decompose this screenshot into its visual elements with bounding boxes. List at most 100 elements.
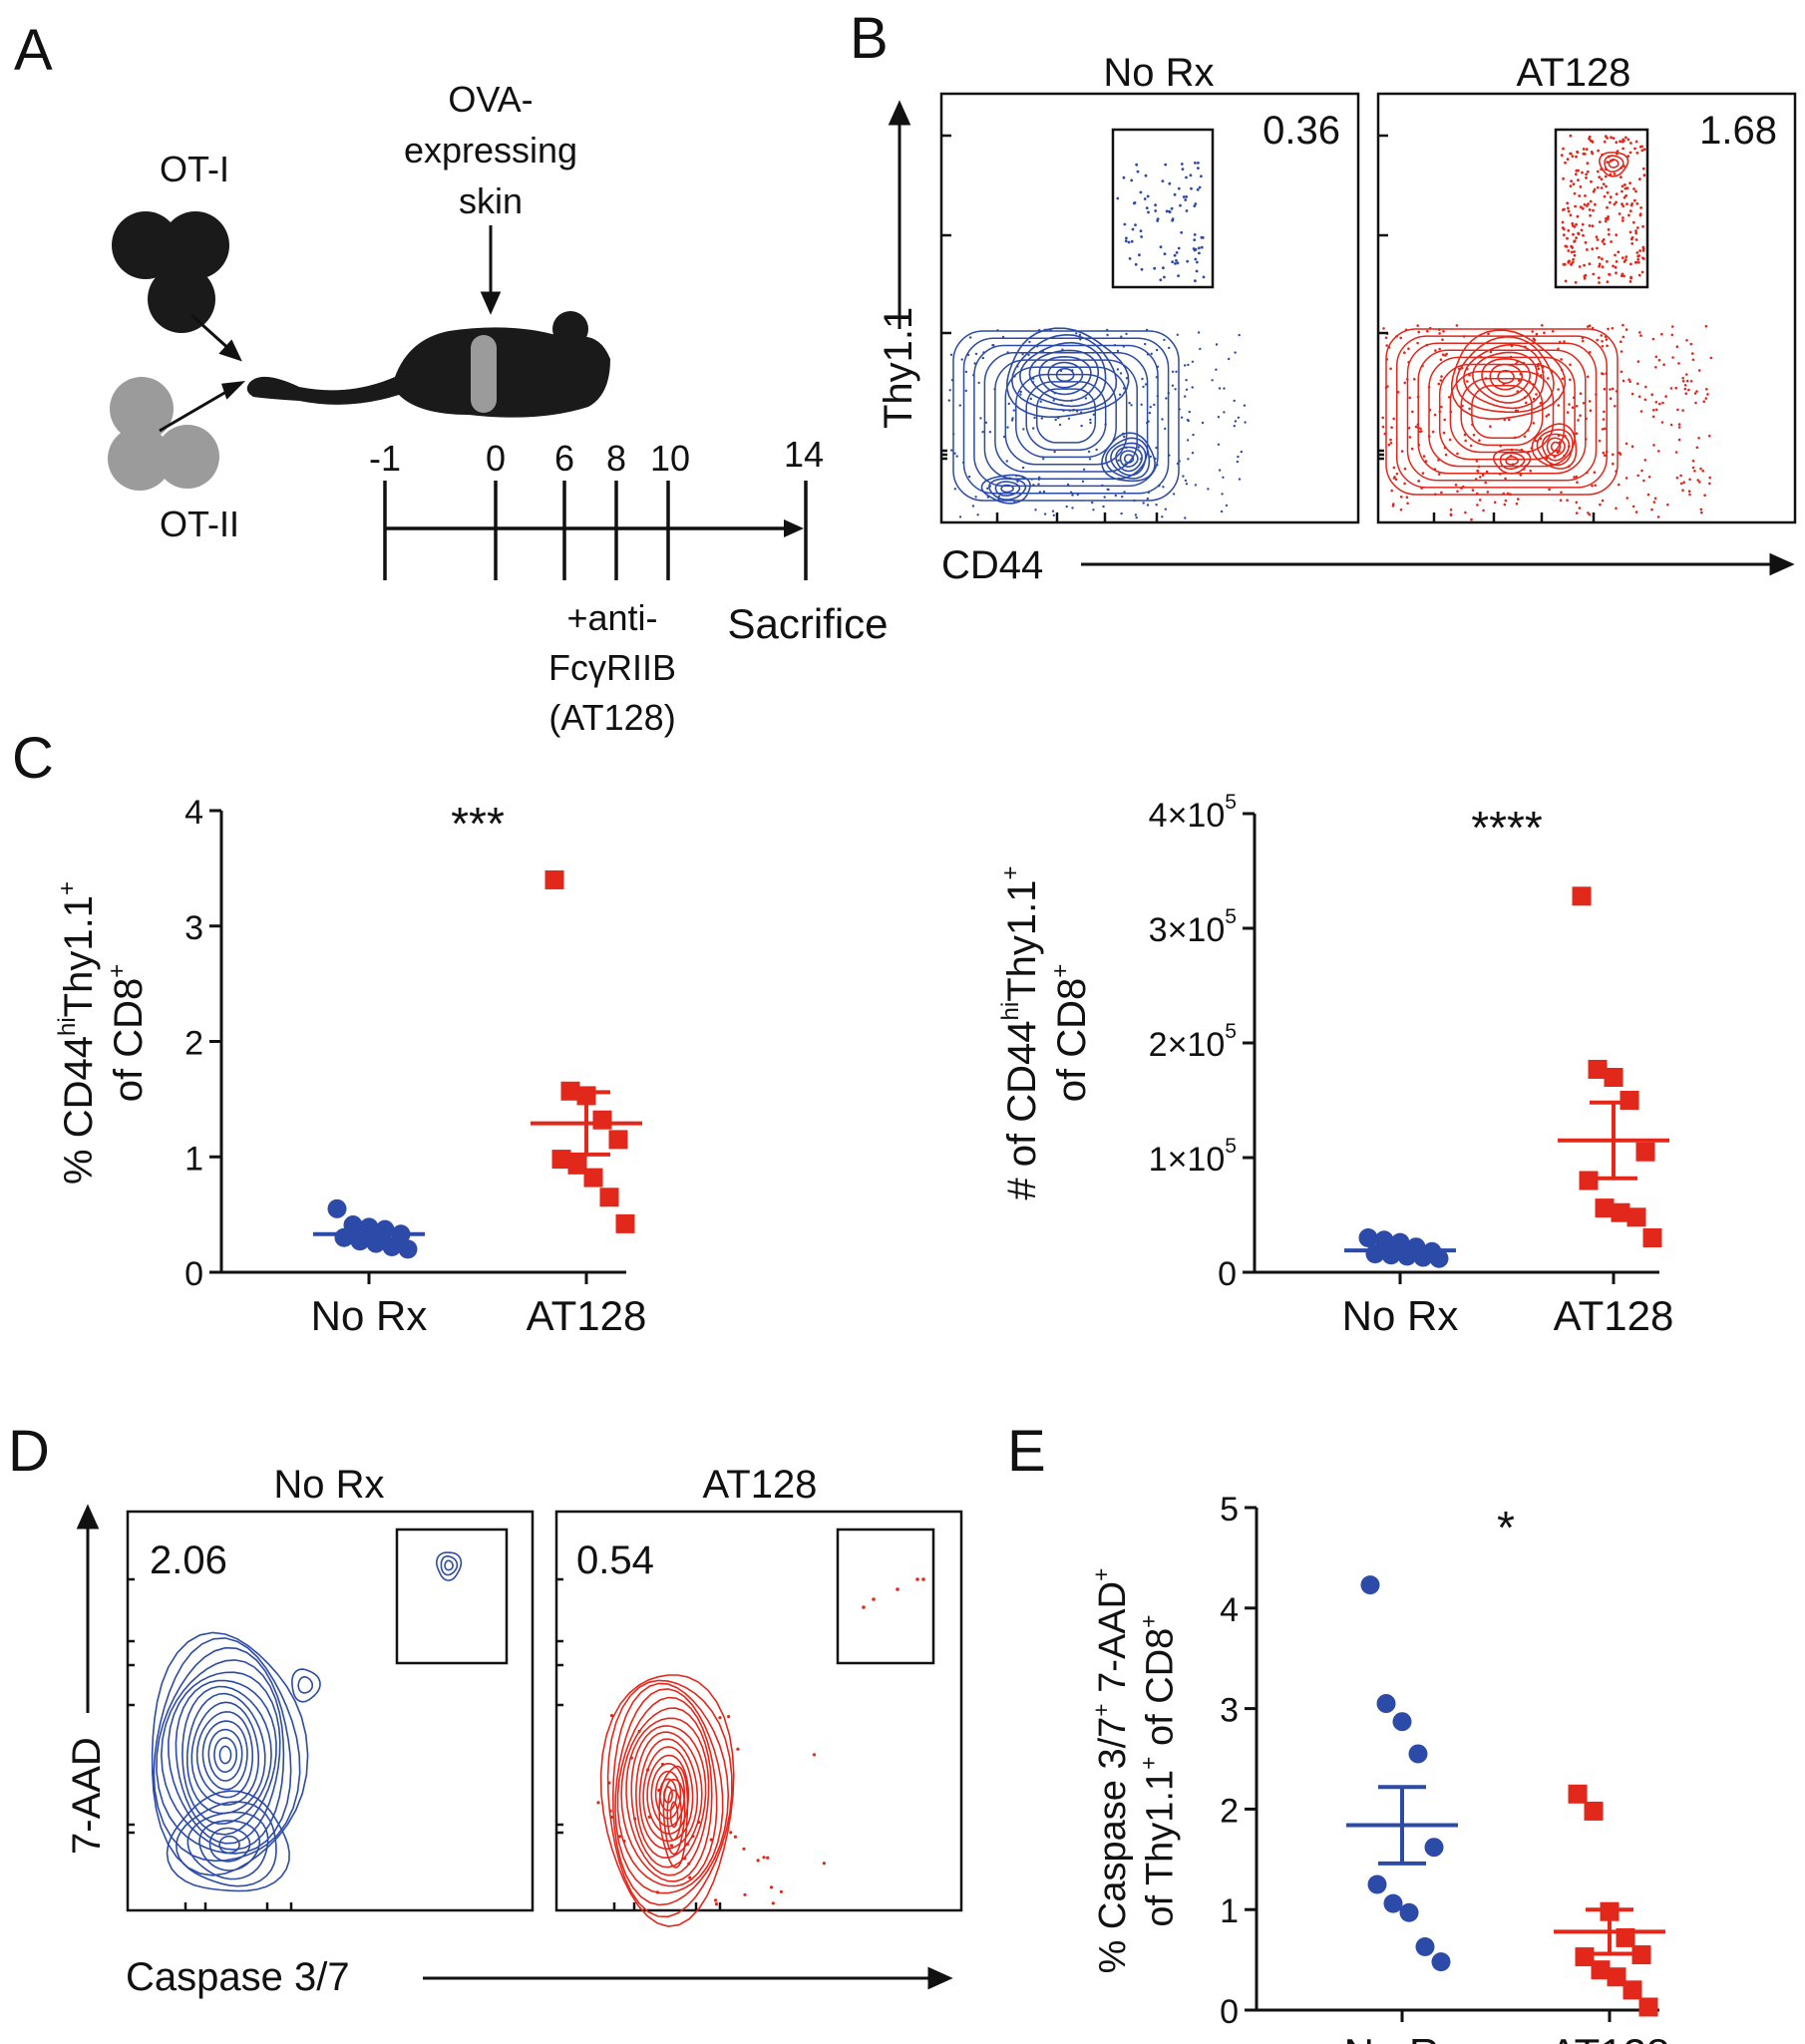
flow-event-dot <box>1149 455 1153 459</box>
flow-event-dot <box>1691 358 1695 362</box>
flow-event-dot <box>1478 499 1482 502</box>
flow-event-dot <box>1675 476 1679 480</box>
flow-event-dot <box>1642 173 1646 177</box>
flow-event-dot <box>1601 340 1604 343</box>
flow-event-dot <box>1612 264 1615 268</box>
flow-event-dot <box>1624 193 1627 197</box>
flow-event-dot <box>1032 427 1035 430</box>
flow-event-dot <box>955 455 958 458</box>
flow-event-dot <box>1176 261 1180 265</box>
flow-event-dot <box>1092 509 1095 511</box>
flow-event-dot <box>1567 206 1570 210</box>
flow-event-dot <box>1640 149 1644 153</box>
flow-event-dot <box>1191 452 1195 455</box>
flow-event-dot <box>1137 446 1141 449</box>
flow-event-dot <box>1568 259 1572 263</box>
flow-event-dot <box>1575 511 1579 514</box>
flow-event-dot <box>1186 439 1190 442</box>
flow-event-dot <box>1573 191 1577 195</box>
flow-event-dot <box>1484 481 1487 485</box>
flow-event-dot <box>1589 409 1593 413</box>
flow-event-dot <box>733 1835 738 1839</box>
flow-event-dot <box>1107 488 1110 492</box>
flow-event-dot <box>1386 385 1389 388</box>
flow-event-dot <box>1651 415 1655 419</box>
flow-event-dot <box>1515 502 1519 506</box>
data-point <box>1360 1575 1380 1595</box>
flow-event-dot <box>1651 409 1655 412</box>
flow-event-dot <box>1652 444 1655 447</box>
panel-b-flow: No Rx AT128 0.36 1.68 Thy1.1 CD44 <box>877 51 1797 587</box>
flow-contour <box>218 1835 240 1855</box>
flow-event-dot <box>1146 194 1150 198</box>
flow-event-dot <box>1625 202 1628 206</box>
flow-event-dot <box>1581 170 1584 174</box>
flow-event-dot <box>1683 387 1687 391</box>
flow-event-dot <box>1598 220 1602 224</box>
flow-event-dot <box>1677 426 1681 429</box>
y-tick-label: 4×105 <box>1149 791 1237 835</box>
flow-event-dot <box>1609 195 1613 199</box>
flow-event-dot <box>1564 161 1567 165</box>
flow-event-dot <box>1666 503 1669 507</box>
flow-event-dot <box>1629 262 1632 266</box>
flow-event-dot <box>1440 405 1443 409</box>
flow-event-dot <box>1622 147 1624 151</box>
flow-event-dot <box>1545 415 1549 418</box>
flow-event-dot <box>976 513 979 516</box>
flow-event-dot <box>1556 451 1560 455</box>
flow-event-dot <box>1601 239 1605 243</box>
flow-event-dot <box>1489 350 1493 354</box>
flow-event-dot <box>1123 222 1127 226</box>
flow-event-dot <box>1582 339 1585 343</box>
y-axis-label-part: + <box>1047 964 1074 978</box>
flow-event-dot <box>1709 356 1713 360</box>
flow-contour <box>625 1717 710 1876</box>
flow-event-dot <box>1589 213 1592 217</box>
flow-event-dot <box>1535 393 1538 396</box>
flow-event-dot <box>1566 499 1569 503</box>
flow-event-dot <box>1171 217 1175 221</box>
flow-event-dot <box>1637 177 1641 181</box>
flow-event-dot <box>1135 163 1139 167</box>
flow-event-dot <box>1470 517 1473 521</box>
flow-event-dot <box>1604 219 1608 223</box>
flow-event-dot <box>1173 192 1177 196</box>
flow-event-dot <box>1606 344 1609 348</box>
data-point <box>1623 1980 1642 2000</box>
flow-event-dot <box>1615 233 1619 237</box>
treatment-label-line3: (AT128) <box>548 697 675 738</box>
flow-event-dot <box>1171 260 1175 264</box>
flow-event-dot <box>1585 148 1589 152</box>
flow-event-dot <box>1193 204 1197 208</box>
flow-event-dot <box>953 452 956 455</box>
flow-contour <box>1499 452 1526 470</box>
flow-event-dot <box>1583 153 1587 156</box>
flow-event-dot <box>1634 189 1637 193</box>
flow-event-dot <box>1106 333 1109 337</box>
y-axis-label-part: + <box>54 881 81 895</box>
flow-event-dot <box>1523 435 1527 439</box>
y-tick-label: 0 <box>184 1255 203 1293</box>
flow-event-dot <box>947 399 950 402</box>
panel-b-x-axis-label: CD44 <box>941 543 1043 587</box>
flow-event-dot <box>1154 209 1158 212</box>
skin-label-line2: expressing <box>404 130 577 170</box>
flow-event-dot <box>1123 491 1126 494</box>
flow-event-dot <box>1647 476 1651 479</box>
flow-event-dot <box>1191 360 1195 363</box>
flow-event-dot <box>1684 392 1688 396</box>
flow-event-dot <box>1657 358 1661 362</box>
flow-event-dot <box>1677 362 1680 365</box>
flow-event-dot <box>1603 140 1607 144</box>
flow-event-dot <box>1624 442 1628 446</box>
flow-event-dot <box>1621 256 1624 259</box>
flow-event-dot <box>1701 469 1704 473</box>
panel-letter-b: B <box>850 6 889 71</box>
flow-event-dot <box>1081 480 1085 483</box>
flow-event-dot <box>1575 236 1578 240</box>
flow-event-dot <box>1087 450 1091 454</box>
flow-event-dot <box>1037 483 1040 486</box>
flow-event-dot <box>1091 501 1094 505</box>
panel-d-gate-value-norx: 2.06 <box>150 1538 227 1582</box>
